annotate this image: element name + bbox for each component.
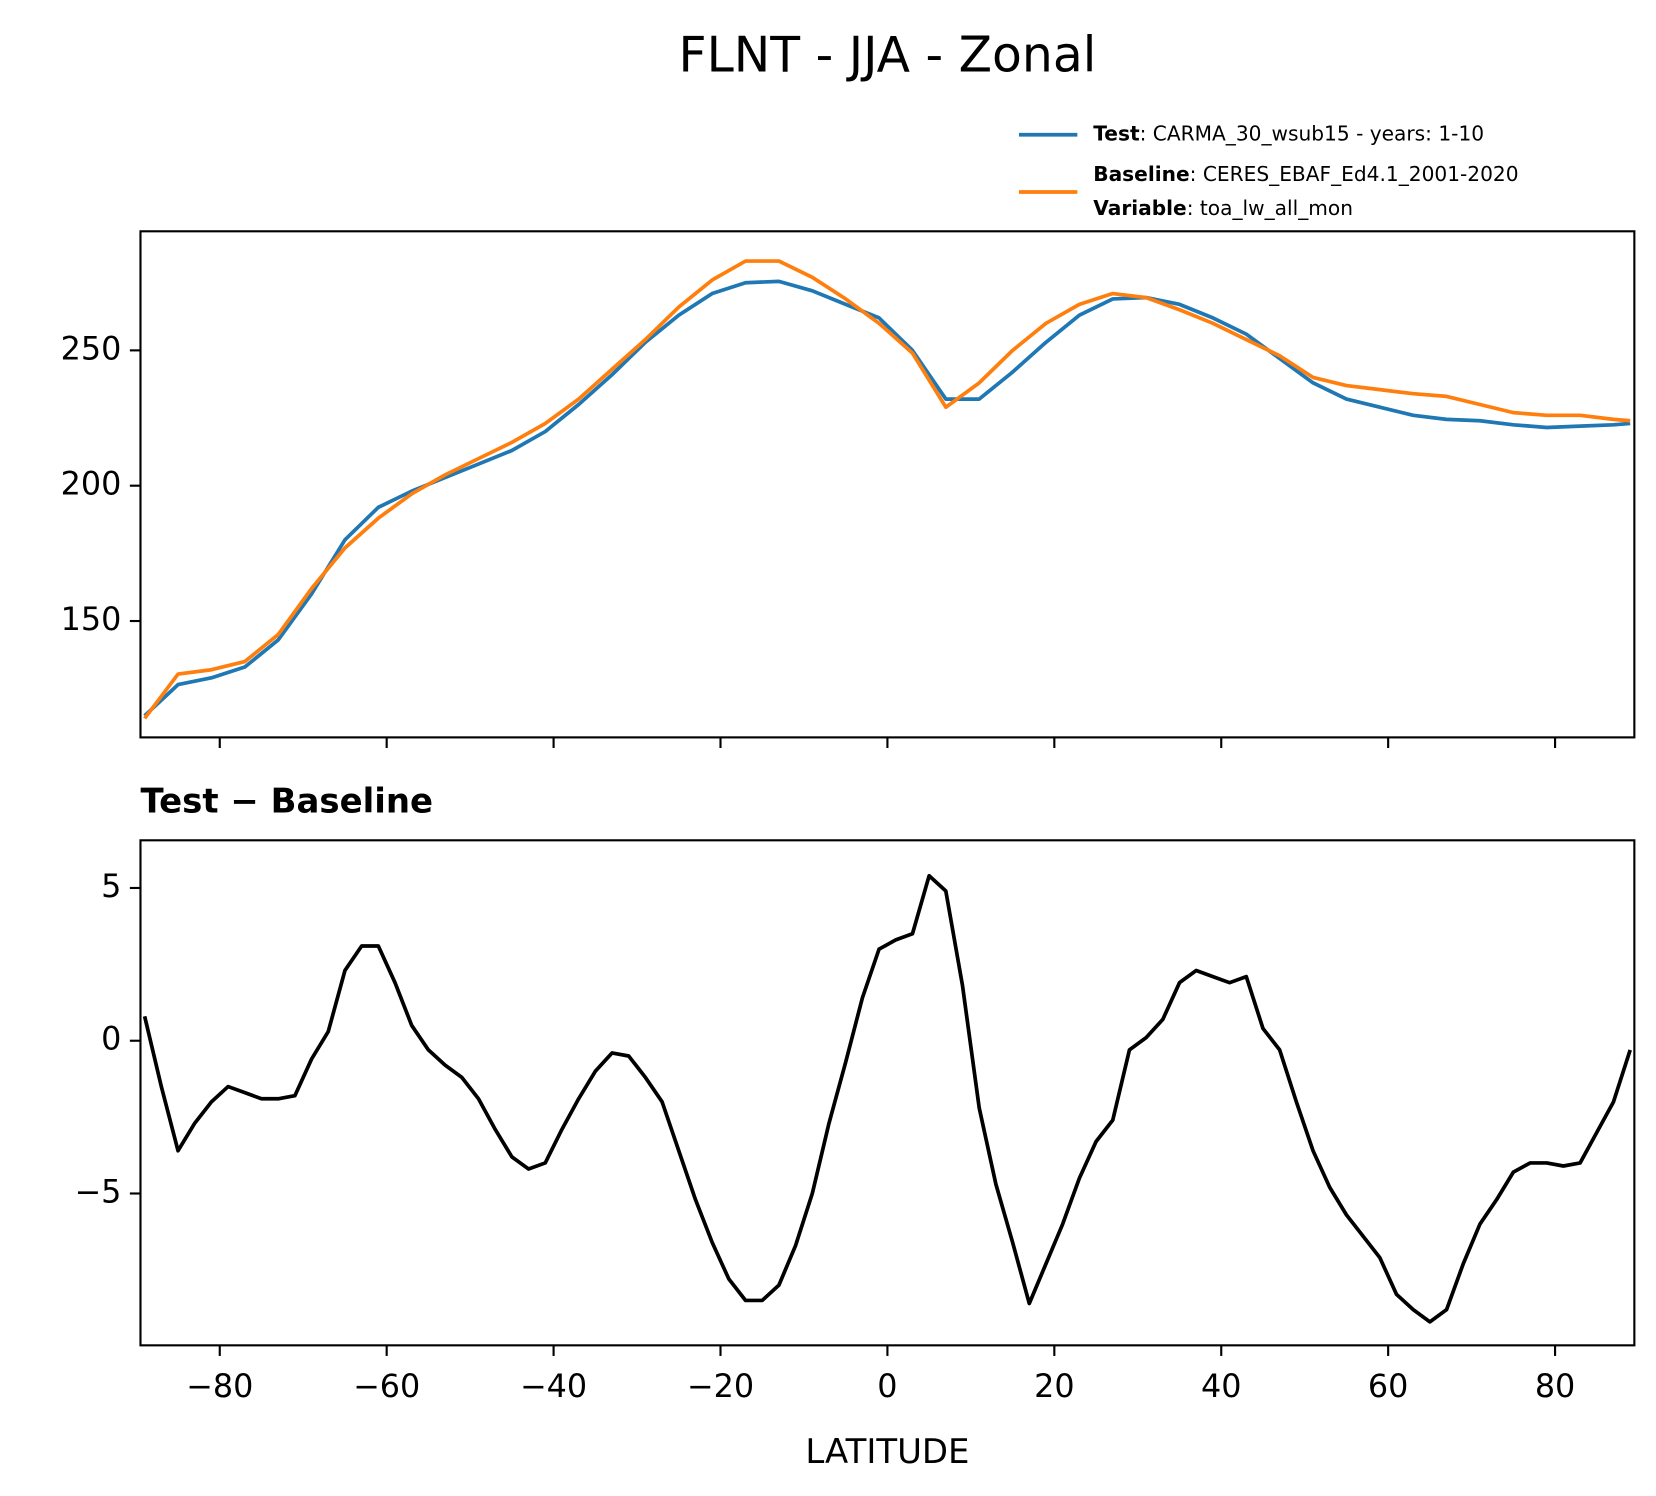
data-line [143, 279, 1631, 718]
x-tick-label: 0 [877, 1367, 897, 1405]
legend-description: : CARMA_30_wsub15 - years: 1-10 [1140, 121, 1485, 145]
x-axis-label: LATITUDE [805, 1432, 969, 1472]
legend-name: Baseline [1093, 162, 1189, 186]
legend-entry: Variable: toa_lw_all_mon [1093, 196, 1353, 220]
x-tick-label: 80 [1535, 1367, 1575, 1405]
y-tick-label: 200 [61, 465, 122, 503]
axes-frame [139, 230, 1636, 739]
y-tick-label: 150 [61, 600, 122, 638]
y-tick-label: 0 [101, 1020, 121, 1058]
y-tick-label: −5 [74, 1172, 121, 1210]
legend-entry: Test: CARMA_30_wsub15 - years: 1-10 [1093, 121, 1484, 145]
subplot-title: Test − Baseline [140, 782, 433, 822]
x-tick-label: 40 [1201, 1367, 1241, 1405]
x-tick-label: 20 [1034, 1367, 1074, 1405]
legend-description: : toa_lw_all_mon [1187, 196, 1353, 220]
legend-description: : CERES_EBAF_Ed4.1_2001-2020 [1190, 162, 1519, 186]
x-tick-label: −40 [520, 1367, 587, 1405]
x-tick-label: −60 [353, 1367, 420, 1405]
data-line [143, 259, 1631, 720]
x-tick-label: −20 [687, 1367, 754, 1405]
figure-title: FLNT - JJA - Zonal [679, 26, 1097, 83]
y-tick-label: 5 [101, 867, 121, 905]
x-tick-label: 60 [1368, 1367, 1408, 1405]
legend-name: Variable [1093, 196, 1186, 220]
legend-name: Test [1093, 121, 1140, 145]
data-line [142, 873, 1632, 1324]
y-tick-label: 250 [61, 329, 122, 367]
x-tick-label: −80 [186, 1367, 253, 1405]
legend-entry: Baseline: CERES_EBAF_Ed4.1_2001-2020 [1093, 162, 1518, 186]
axes-frame [139, 839, 1636, 1347]
